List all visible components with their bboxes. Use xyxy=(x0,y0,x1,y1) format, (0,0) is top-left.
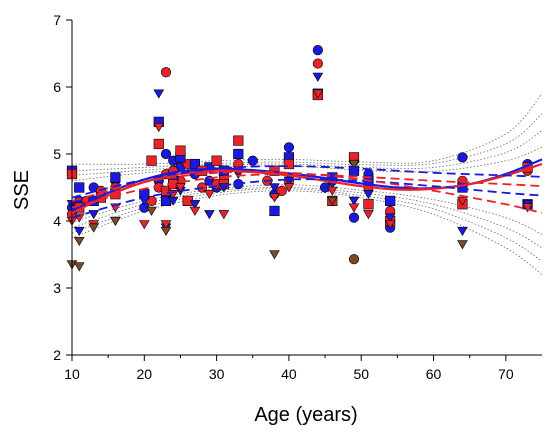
triangle-point xyxy=(73,236,85,247)
square-point xyxy=(283,158,295,170)
fit-curves xyxy=(71,158,543,219)
x-tick-label: 70 xyxy=(498,366,514,382)
triangle-point xyxy=(269,183,280,193)
circle-point xyxy=(276,185,287,196)
y-tick-label: 7 xyxy=(53,12,61,28)
triangle-point xyxy=(160,226,172,236)
ci-line xyxy=(71,188,543,262)
triangle-point xyxy=(384,213,396,223)
triangle-point xyxy=(283,183,295,193)
triangle-point xyxy=(312,72,324,82)
y-axis-ticks: 2 3 4 5 6 7 xyxy=(53,12,72,363)
triangle-point xyxy=(73,262,85,272)
triangle-point xyxy=(348,159,360,169)
triangle-point xyxy=(189,206,201,216)
triangle-point xyxy=(457,240,468,250)
y-tick-label: 6 xyxy=(53,79,61,95)
circle-point xyxy=(312,58,323,69)
triangle-point xyxy=(160,220,172,230)
fit-ci-curve xyxy=(71,173,543,209)
x-tick-label: 60 xyxy=(426,366,442,382)
x-tick-label: 20 xyxy=(137,366,153,382)
y-tick-label: 5 xyxy=(53,146,61,162)
ci-line xyxy=(71,130,543,176)
triangle-point xyxy=(204,210,215,220)
circle-point xyxy=(348,254,360,265)
square-point xyxy=(110,172,121,183)
triangle-point xyxy=(189,200,201,210)
triangle-point xyxy=(522,203,533,213)
circle-point xyxy=(160,67,172,78)
triangle-point xyxy=(153,123,165,133)
circle-point xyxy=(348,212,360,223)
square-point xyxy=(363,199,374,210)
triangle-point xyxy=(88,223,100,233)
triangle-point xyxy=(269,193,280,203)
circle-point xyxy=(283,142,295,153)
square-point xyxy=(175,145,186,156)
triangle-point xyxy=(348,203,360,213)
y-tick-label: 2 xyxy=(53,347,61,363)
square-point xyxy=(233,135,244,146)
square-point xyxy=(211,155,222,166)
circle-point xyxy=(247,155,258,166)
triangle-point xyxy=(138,220,150,230)
triangle-point xyxy=(146,206,157,216)
x-axis-ticks: 10 20 30 40 50 60 70 xyxy=(64,355,514,382)
triangle-point xyxy=(326,196,338,206)
triangle-point xyxy=(218,210,230,220)
axes xyxy=(71,20,542,356)
triangle-point xyxy=(73,226,85,236)
square-point xyxy=(146,155,157,166)
fit-ci-curve xyxy=(71,165,543,199)
y-tick-label: 3 xyxy=(53,280,61,296)
ci-line xyxy=(71,190,543,275)
y-tick-label: 4 xyxy=(53,213,61,229)
triangle-point xyxy=(312,89,324,99)
square-point xyxy=(153,138,164,150)
circle-point xyxy=(457,152,468,163)
triangle-point xyxy=(269,250,280,260)
y-axis-title: SSE xyxy=(11,170,33,210)
triangle-point xyxy=(363,210,374,220)
triangle-point xyxy=(326,186,338,196)
x-axis-title: Age (years) xyxy=(254,404,357,426)
data-points xyxy=(66,45,533,272)
x-tick-label: 50 xyxy=(353,366,369,382)
triangle-point xyxy=(153,89,165,99)
triangle-point xyxy=(204,190,215,200)
square-point xyxy=(74,182,85,193)
fit-ci-curve xyxy=(71,178,543,219)
square-point xyxy=(269,205,280,217)
square-point xyxy=(385,195,396,207)
circle-point xyxy=(312,45,323,56)
ci-line xyxy=(71,113,543,172)
triangle-point xyxy=(110,216,121,226)
triangle-point xyxy=(175,183,186,193)
triangle-point xyxy=(384,220,396,230)
triangle-point xyxy=(363,190,374,200)
triangle-point xyxy=(457,196,468,206)
square-point xyxy=(233,148,244,160)
triangle-point xyxy=(348,196,360,206)
x-tick-label: 30 xyxy=(209,366,225,382)
x-tick-label: 10 xyxy=(64,366,80,382)
x-tick-label: 40 xyxy=(281,366,297,382)
circle-point xyxy=(160,148,172,160)
triangle-point xyxy=(457,226,468,236)
